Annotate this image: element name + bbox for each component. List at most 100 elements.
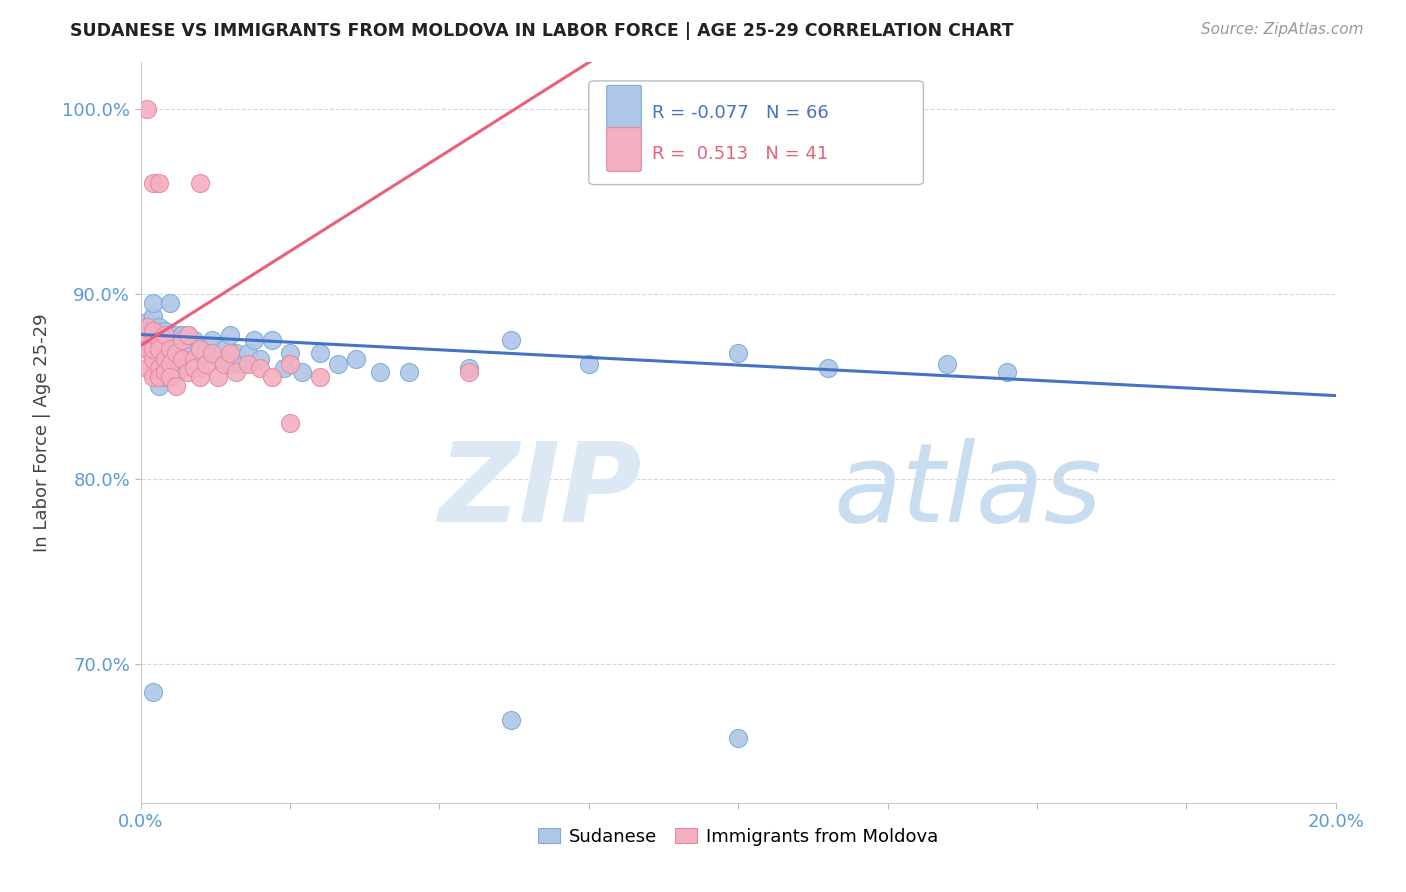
Point bbox=[183, 333, 205, 347]
Point bbox=[159, 343, 181, 357]
Point bbox=[148, 351, 170, 366]
Point bbox=[201, 333, 224, 347]
Point bbox=[172, 338, 194, 352]
Point bbox=[153, 351, 176, 366]
Point bbox=[219, 357, 242, 371]
Point bbox=[458, 360, 481, 375]
Point bbox=[141, 176, 163, 190]
Y-axis label: In Labor Force | Age 25-29: In Labor Force | Age 25-29 bbox=[34, 313, 51, 552]
Point bbox=[141, 327, 163, 342]
Point bbox=[188, 338, 212, 352]
Point bbox=[148, 333, 170, 347]
Point bbox=[159, 370, 181, 384]
Point bbox=[141, 327, 163, 342]
Point bbox=[166, 379, 188, 393]
Point bbox=[278, 417, 301, 431]
Point bbox=[166, 351, 188, 366]
Point bbox=[249, 351, 271, 366]
Point bbox=[153, 365, 176, 379]
Text: SUDANESE VS IMMIGRANTS FROM MOLDOVA IN LABOR FORCE | AGE 25-29 CORRELATION CHART: SUDANESE VS IMMIGRANTS FROM MOLDOVA IN L… bbox=[70, 22, 1014, 40]
Point bbox=[817, 360, 839, 375]
FancyBboxPatch shape bbox=[589, 81, 924, 185]
Point bbox=[177, 327, 200, 342]
Point bbox=[135, 343, 157, 357]
Legend: Sudanese, Immigrants from Moldova: Sudanese, Immigrants from Moldova bbox=[531, 821, 945, 853]
Point bbox=[141, 351, 163, 366]
Point bbox=[148, 343, 170, 357]
Point bbox=[148, 370, 170, 384]
Point bbox=[141, 309, 163, 323]
Point bbox=[166, 365, 188, 379]
Point bbox=[159, 357, 181, 371]
Point bbox=[177, 346, 200, 360]
Text: R = -0.077   N = 66: R = -0.077 N = 66 bbox=[652, 103, 830, 122]
Point bbox=[214, 343, 236, 357]
Point bbox=[148, 333, 170, 347]
Point bbox=[249, 360, 271, 375]
Point bbox=[219, 327, 242, 342]
Point bbox=[278, 357, 301, 371]
Point bbox=[309, 370, 332, 384]
Point bbox=[727, 731, 749, 745]
Point bbox=[236, 346, 259, 360]
Point bbox=[166, 346, 188, 360]
Point bbox=[159, 357, 181, 371]
Point bbox=[501, 333, 523, 347]
Point bbox=[135, 360, 157, 375]
Point bbox=[262, 333, 284, 347]
Text: atlas: atlas bbox=[834, 438, 1102, 545]
Point bbox=[188, 360, 212, 375]
Point bbox=[727, 346, 749, 360]
Point bbox=[153, 357, 176, 371]
Point bbox=[236, 357, 259, 371]
Point bbox=[166, 327, 188, 342]
Point bbox=[219, 346, 242, 360]
Point bbox=[153, 370, 176, 384]
Point bbox=[195, 346, 218, 360]
Point bbox=[195, 357, 218, 371]
Point bbox=[148, 370, 170, 384]
Point bbox=[148, 176, 170, 190]
Point bbox=[936, 357, 959, 371]
Point bbox=[141, 370, 163, 384]
Point bbox=[273, 360, 295, 375]
Point bbox=[183, 357, 205, 371]
Point bbox=[291, 365, 314, 379]
Point bbox=[141, 365, 163, 379]
Text: ZIP: ZIP bbox=[439, 438, 643, 545]
Point bbox=[262, 370, 284, 384]
Point bbox=[135, 333, 157, 347]
Point bbox=[578, 357, 600, 371]
Point bbox=[141, 338, 163, 352]
FancyBboxPatch shape bbox=[607, 86, 641, 129]
Point bbox=[188, 176, 212, 190]
Point bbox=[501, 713, 523, 727]
Point bbox=[995, 365, 1018, 379]
Point bbox=[225, 365, 247, 379]
Text: R =  0.513   N = 41: R = 0.513 N = 41 bbox=[652, 145, 828, 162]
Point bbox=[141, 324, 163, 338]
Point bbox=[231, 357, 253, 371]
Point bbox=[141, 343, 163, 357]
Point bbox=[458, 365, 481, 379]
Point bbox=[188, 370, 212, 384]
Point bbox=[141, 296, 163, 310]
Point bbox=[148, 320, 170, 334]
Point bbox=[172, 327, 194, 342]
Point bbox=[148, 379, 170, 393]
Point bbox=[207, 351, 229, 366]
Point bbox=[177, 365, 200, 379]
Point bbox=[344, 351, 367, 366]
Point bbox=[172, 333, 194, 347]
Point bbox=[135, 333, 157, 347]
FancyBboxPatch shape bbox=[607, 128, 641, 171]
Point bbox=[159, 343, 181, 357]
Text: Source: ZipAtlas.com: Source: ZipAtlas.com bbox=[1201, 22, 1364, 37]
Point bbox=[309, 346, 332, 360]
Point bbox=[214, 357, 236, 371]
Point bbox=[135, 327, 157, 342]
Point bbox=[183, 351, 205, 366]
Point bbox=[278, 346, 301, 360]
Point bbox=[159, 296, 181, 310]
Point bbox=[153, 327, 176, 342]
